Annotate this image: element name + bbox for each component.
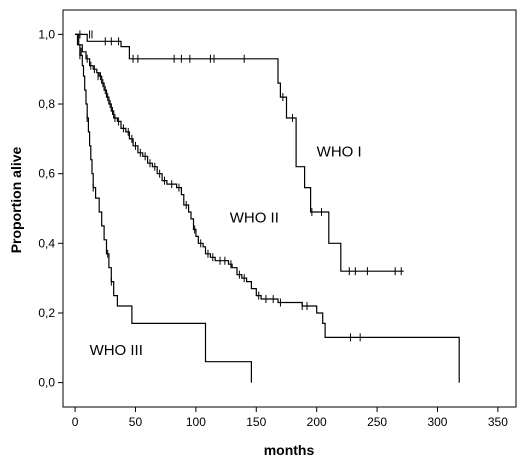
y-tick-label: 0,4 bbox=[38, 236, 55, 250]
series-label-who-iii: WHO III bbox=[90, 342, 143, 359]
series-label-who-i: WHO I bbox=[317, 143, 362, 160]
x-tick-label: 200 bbox=[307, 415, 327, 429]
series-who-i bbox=[75, 30, 404, 276]
y-tick-label: 0,6 bbox=[38, 167, 55, 181]
labels-layer: WHO I WHO II WHO III bbox=[90, 143, 362, 359]
survival-curve-who-ii bbox=[75, 33, 460, 383]
series-who-ii bbox=[75, 33, 460, 383]
series-label-who-ii: WHO II bbox=[230, 209, 279, 226]
x-tick-label: 100 bbox=[186, 415, 206, 429]
x-tick-label: 150 bbox=[246, 415, 266, 429]
x-tick-label: 0 bbox=[72, 415, 79, 429]
y-axis-title: Proportion alive bbox=[8, 147, 24, 254]
series-layer bbox=[75, 30, 460, 383]
x-axis-title: months bbox=[264, 442, 315, 458]
survival-curve-who-i bbox=[75, 33, 404, 272]
series-who-iii bbox=[75, 33, 252, 383]
x-tick-label: 250 bbox=[367, 415, 387, 429]
y-tick-label: 0,2 bbox=[38, 306, 55, 320]
axes: 0 50 100 150 200 250 300 350 0,0 0,2 0,4 0,6 0,8 1,0 bbox=[38, 9, 517, 429]
y-tick-label: 0,8 bbox=[38, 97, 55, 111]
x-tick-label: 300 bbox=[427, 415, 447, 429]
y-tick-label: 0,0 bbox=[38, 376, 55, 390]
y-tick-label: 1,0 bbox=[38, 27, 55, 41]
survival-curve-who-iii bbox=[75, 33, 252, 383]
x-tick-label: 350 bbox=[488, 415, 508, 429]
plot-frame bbox=[62, 9, 517, 408]
x-tick-label: 50 bbox=[129, 415, 143, 429]
